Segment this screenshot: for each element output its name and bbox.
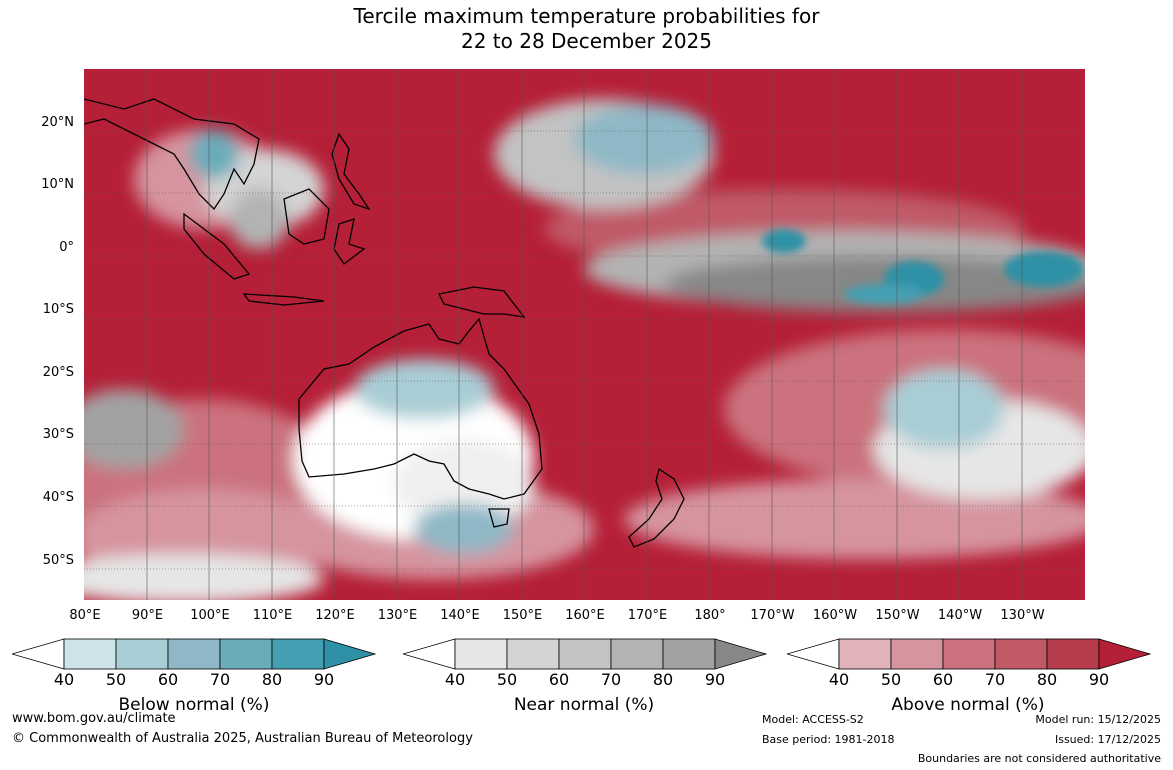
lat-label: 20°N <box>41 115 74 130</box>
lat-label: 50°S <box>42 553 74 568</box>
lon-label: 110°E <box>252 608 293 623</box>
meridians <box>146 69 1023 600</box>
mainland-asia-coast <box>84 98 260 211</box>
lon-label: 180° <box>694 608 726 623</box>
probability-map <box>84 69 1085 600</box>
colorbar-segment <box>454 638 508 670</box>
colorbar-tick-label: 50 <box>496 670 518 689</box>
lon-label: 140°W <box>937 608 983 623</box>
colorbar-max-arrow <box>1098 638 1151 670</box>
lon-label: 170°E <box>627 608 668 623</box>
colorbar-tick-label: 80 <box>261 670 283 689</box>
australia-coast <box>298 317 543 500</box>
lon-label: 120°E <box>315 608 355 623</box>
colorbar-segment <box>942 638 996 670</box>
disclaimer-text: Boundaries are not considered authoritat… <box>917 752 1161 765</box>
lat-label: 30°S <box>42 427 74 442</box>
base-period-text: Base period: 1981-2018 <box>762 733 895 746</box>
colorbar-tick-label: 80 <box>652 670 674 689</box>
near-normal-title: Near normal (%) <box>513 695 655 715</box>
colorbar-tick-label: 80 <box>1036 670 1058 689</box>
colorbar-segment <box>63 638 117 670</box>
copyright-text: © Commonwealth of Australia 2025, Austra… <box>12 731 473 746</box>
colorbar-segment <box>890 638 944 670</box>
colorbar-min-arrow <box>12 638 65 670</box>
colorbar-tick-label: 40 <box>444 670 466 689</box>
lon-label: 100°E <box>190 608 230 623</box>
colorbar-tick-label: 70 <box>600 670 622 689</box>
graticule <box>84 130 1085 570</box>
below-normal-colorbar <box>12 638 376 672</box>
colorbar-tick-label: 40 <box>828 670 850 689</box>
lat-label: 0° <box>59 240 74 255</box>
website-link[interactable]: www.bom.gov.au/climate <box>12 711 176 726</box>
tasmania-coast <box>488 508 510 528</box>
model-text: Model: ACCESS-S2 <box>762 713 864 726</box>
issued-text: Issued: 17/12/2025 <box>1054 733 1161 746</box>
strong-below-normal <box>762 229 1084 304</box>
colorbar-segment <box>1046 638 1100 670</box>
model-run-text: Model run: 15/12/2025 <box>1035 713 1161 726</box>
colorbar-segment <box>219 638 273 670</box>
lon-label: 130°E <box>377 608 418 623</box>
near-normal-colorbar <box>403 638 767 672</box>
title-line-1: Tercile maximum temperature probabilitie… <box>353 4 820 28</box>
colorbar-segment <box>662 638 716 670</box>
lon-label: 130°W <box>1000 608 1045 623</box>
lon-label: 140°E <box>440 608 480 623</box>
borneo-coast <box>283 188 330 245</box>
colorbar-segment <box>994 638 1048 670</box>
colorbar-segment <box>115 638 169 670</box>
below-normal-title: Below normal (%) <box>118 695 270 715</box>
colorbar-segment <box>610 638 664 670</box>
lat-label: 40°S <box>42 490 74 505</box>
new-zealand-coast <box>628 467 685 548</box>
philippines-coast <box>331 132 371 211</box>
lon-label: 80°E <box>69 608 101 623</box>
colorbar-min-arrow <box>403 638 456 670</box>
title-line-2: 22 to 28 December 2025 <box>460 29 712 53</box>
java-coast <box>242 293 325 306</box>
colorbar-max-arrow <box>323 638 376 670</box>
colorbar-tick-label: 70 <box>209 670 231 689</box>
colorbar-min-arrow <box>787 638 840 670</box>
colorbar-tick-label: 90 <box>704 670 726 689</box>
colorbar-tick-label: 70 <box>984 670 1006 689</box>
colorbar-segment <box>271 638 325 670</box>
map-title: Tercile maximum temperature probabilitie… <box>0 4 1173 54</box>
above-normal-title: Above normal (%) <box>891 695 1045 715</box>
lat-label: 20°S <box>42 365 74 380</box>
colorbar-tick-label: 60 <box>932 670 954 689</box>
colorbar-graphic <box>787 638 1151 670</box>
coastlines <box>84 98 685 548</box>
lon-label: 160°E <box>565 608 605 623</box>
sumatra-coast <box>183 212 251 280</box>
lat-label: 10°N <box>41 177 74 192</box>
lon-label: 150°E <box>502 608 543 623</box>
colorbar-tick-label: 60 <box>548 670 570 689</box>
colorbar-tick-label: 50 <box>880 670 902 689</box>
colorbar-segment <box>167 638 221 670</box>
colorbar-graphic <box>12 638 376 670</box>
lon-label: 160°W <box>812 608 858 623</box>
colorbar-tick-label: 90 <box>313 670 335 689</box>
shaded-regions <box>84 99 1085 600</box>
lon-label: 90°E <box>131 608 164 623</box>
colorbar-segment <box>506 638 560 670</box>
lon-label: 170°W <box>750 608 795 623</box>
colorbar-segment <box>838 638 892 670</box>
colorbar-tick-label: 60 <box>157 670 179 689</box>
above-normal-colorbar <box>787 638 1151 672</box>
new-guinea-coast <box>438 286 526 318</box>
lon-label: 150°W <box>875 608 920 623</box>
colorbar-graphic <box>403 638 767 670</box>
colorbar-tick-label: 90 <box>1088 670 1110 689</box>
colorbar-tick-label: 50 <box>105 670 127 689</box>
colorbar-tick-label: 40 <box>53 670 75 689</box>
colorbar-max-arrow <box>714 638 767 670</box>
colorbar-segment <box>558 638 612 670</box>
lat-label: 10°S <box>42 302 74 317</box>
